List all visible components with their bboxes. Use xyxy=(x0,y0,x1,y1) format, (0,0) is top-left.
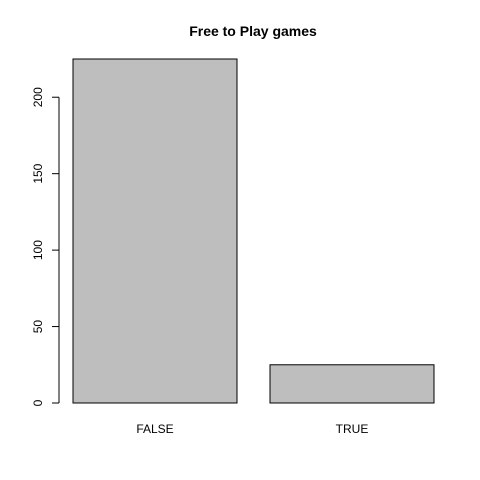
y-axis: 0 50 100 150 200 xyxy=(31,87,60,406)
bar-false xyxy=(72,58,238,404)
chart-title: Free to Play games xyxy=(189,23,317,39)
y-tick-label: 0 xyxy=(31,399,45,406)
y-tick-label: 50 xyxy=(31,320,45,334)
x-tick-label: FALSE xyxy=(136,422,173,436)
bar-true xyxy=(269,364,435,404)
y-tick-label: 100 xyxy=(31,240,45,260)
y-tick-label: 200 xyxy=(31,87,45,107)
y-tick-label: 150 xyxy=(31,163,45,183)
bars xyxy=(72,58,435,404)
x-tick-label: TRUE xyxy=(336,422,369,436)
x-axis-labels: FALSE TRUE xyxy=(136,422,368,436)
